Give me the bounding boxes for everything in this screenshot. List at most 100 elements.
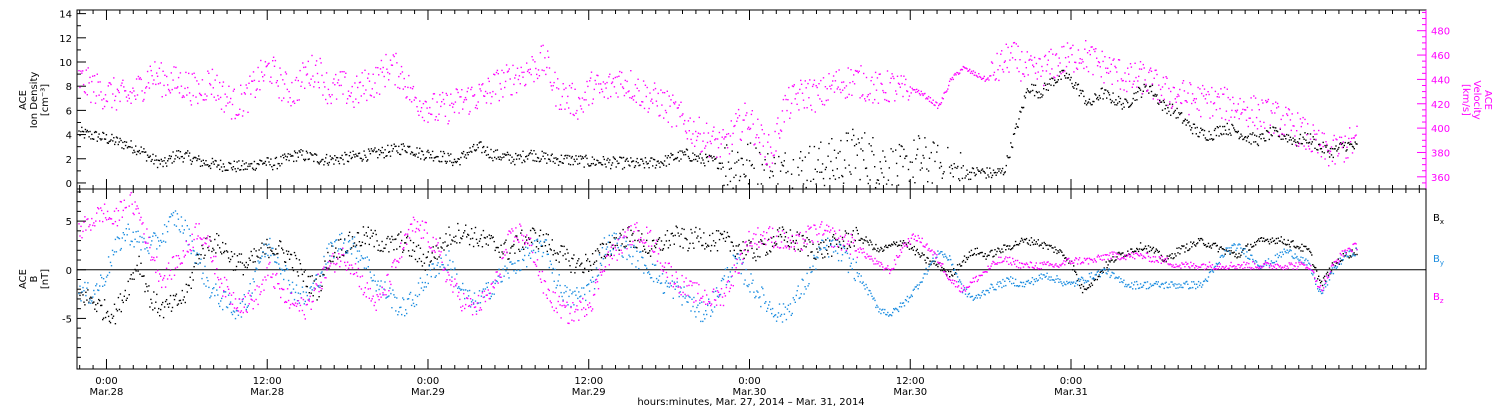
density-ion-density-point (666, 157, 668, 159)
density-ion-density-point (890, 148, 892, 150)
field-bx-point (704, 248, 706, 250)
field-bx-point (926, 256, 928, 259)
velocity-velocity-point (1202, 95, 1205, 97)
field-by-point (386, 296, 388, 298)
density-ion-density-point (1168, 110, 1170, 113)
velocity-velocity-point (924, 92, 926, 95)
velocity-velocity-point (985, 79, 987, 81)
velocity-velocity-point (1338, 152, 1340, 155)
field-by-point (586, 284, 588, 287)
velocity-velocity-point (1076, 68, 1079, 70)
velocity-velocity-point (916, 91, 919, 93)
velocity-velocity-point (684, 130, 687, 132)
field-bx-point (1024, 239, 1027, 241)
field-bx-point (138, 255, 140, 258)
density-ion-density-point (456, 160, 458, 163)
density-ion-density-point (1286, 141, 1289, 143)
density-ion-density-point (289, 153, 291, 156)
field-bx-point (488, 234, 490, 236)
density-ion-density-point (1308, 141, 1311, 144)
density-ion-density-point (1207, 139, 1209, 141)
density-ion-density-point (990, 172, 992, 174)
field-bx-point (1306, 248, 1308, 250)
density-ion-density-point (631, 160, 634, 162)
density-ion-density-point (337, 160, 340, 162)
velocity-velocity-point (997, 69, 999, 71)
velocity-velocity-point (407, 86, 409, 89)
density-ion-density-point (1253, 141, 1255, 143)
velocity-velocity-point (268, 62, 270, 64)
field-bx-point (912, 249, 914, 251)
velocity-velocity-point (774, 130, 776, 133)
density-ion-density-point (1318, 143, 1320, 146)
velocity-velocity-point (1229, 98, 1231, 101)
velocity-velocity-point (885, 99, 888, 102)
velocity-velocity-point (599, 92, 601, 94)
field-by-point (405, 309, 407, 311)
velocity-velocity-point (131, 92, 133, 94)
velocity-velocity-point (740, 139, 742, 141)
density-ion-density-point (356, 155, 358, 157)
density-ion-density-point (1185, 124, 1187, 126)
velocity-velocity-point (192, 94, 194, 97)
velocity-velocity-point (1138, 75, 1140, 78)
density-ion-density-point (169, 157, 172, 160)
field-bx-point (1261, 240, 1264, 242)
density-ion-density-point (325, 153, 328, 156)
field-bx-point (173, 298, 176, 301)
velocity-velocity-point (1157, 98, 1159, 101)
velocity-velocity-point (338, 84, 341, 87)
density-ion-density-point (583, 166, 585, 168)
velocity-velocity-point (1191, 102, 1193, 105)
field-bx-point (918, 253, 920, 256)
field-bx-point (1258, 238, 1260, 240)
velocity-velocity-point (1273, 132, 1275, 134)
field-by-point (458, 286, 460, 288)
field-bx-point (566, 248, 568, 251)
velocity-velocity-point (1180, 102, 1182, 104)
field-bx-point (327, 251, 329, 254)
density-ion-density-point (250, 163, 252, 165)
field-by-point (735, 258, 737, 260)
density-ion-density-point (155, 155, 157, 157)
field-by-point (413, 305, 416, 308)
field-bx-point (373, 245, 375, 248)
field-bx-point (1287, 239, 1289, 241)
density-ion-density-point (247, 165, 249, 168)
field-bx-point (1052, 247, 1054, 249)
density-ion-density-point (302, 150, 304, 152)
field-bx-point (1068, 262, 1070, 264)
velocity-velocity-point (771, 162, 774, 164)
velocity-velocity-point (261, 71, 263, 73)
velocity-velocity-point (1110, 63, 1112, 65)
density-ion-density-point (163, 160, 165, 162)
velocity-velocity-point (1216, 96, 1218, 98)
density-ion-density-point (767, 153, 769, 155)
field-by-point (443, 266, 445, 269)
field-bx-point (324, 260, 326, 262)
field-by-point (722, 278, 725, 281)
field-by-point (177, 218, 180, 220)
field-by-point (771, 312, 773, 315)
density-ion-density-point (183, 157, 185, 159)
density-ion-density-point (1153, 95, 1155, 97)
field-bx-point (371, 235, 373, 237)
field-bx-point (438, 256, 440, 258)
field-bx-point (1129, 253, 1131, 256)
field-bx-point (273, 253, 275, 255)
density-ion-density-point (820, 141, 822, 143)
field-by-point (266, 244, 268, 247)
field-bx-point (147, 290, 149, 292)
field-bx-point (1349, 255, 1351, 257)
field-bx-point (604, 257, 607, 259)
field-by-point (139, 235, 141, 238)
velocity-velocity-point (1188, 113, 1190, 116)
field-bx-point (1163, 260, 1165, 262)
density-ion-density-point (1307, 142, 1310, 144)
field-bx-point (1156, 249, 1158, 252)
density-ion-density-point (639, 164, 641, 166)
field-bx-point (701, 244, 703, 247)
density-ion-density-point (1103, 92, 1105, 95)
field-by-point (822, 239, 824, 242)
density-ion-density-point (587, 163, 589, 165)
